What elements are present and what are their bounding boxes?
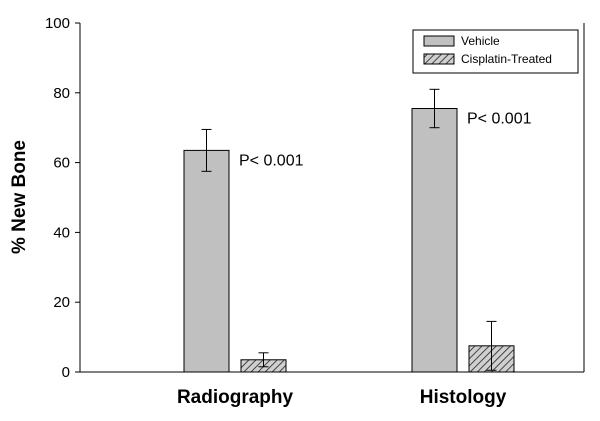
- y-axis-label: % New Bone: [9, 140, 30, 254]
- plot-area: [79, 23, 585, 373]
- x-tick-label: Histology: [420, 387, 507, 408]
- legend-swatch-vehicle: [423, 35, 455, 47]
- annotations-group: P< 0.001 P< 0.001: [239, 111, 532, 170]
- y-tick-label: 100: [45, 15, 70, 32]
- y-tick-label: 0: [62, 364, 70, 381]
- legend-swatch-cisplatin: [423, 53, 455, 65]
- p-value-annotation: P< 0.001: [467, 111, 532, 128]
- y-tick-label: 20: [53, 294, 70, 311]
- y-tick-label: 60: [53, 155, 70, 172]
- y-tick-label: 40: [53, 224, 70, 241]
- legend-label-vehicle: Vehicle: [461, 34, 500, 48]
- legend-label-cisplatin: Cisplatin-Treated: [461, 52, 552, 66]
- bars-group: [183, 88, 515, 373]
- y-axis-ticks: 0 20 40 60 80 100: [45, 15, 80, 381]
- bar-vehicle-radiography: [183, 149, 230, 373]
- legend: Vehicle Cisplatin-Treated: [412, 29, 579, 74]
- x-tick-label: Radiography: [177, 387, 294, 408]
- bar-vehicle-histology: [411, 108, 458, 373]
- y-tick-label: 80: [53, 85, 70, 102]
- p-value-annotation: P< 0.001: [239, 152, 304, 169]
- x-axis-labels: Radiography Histology: [177, 387, 507, 408]
